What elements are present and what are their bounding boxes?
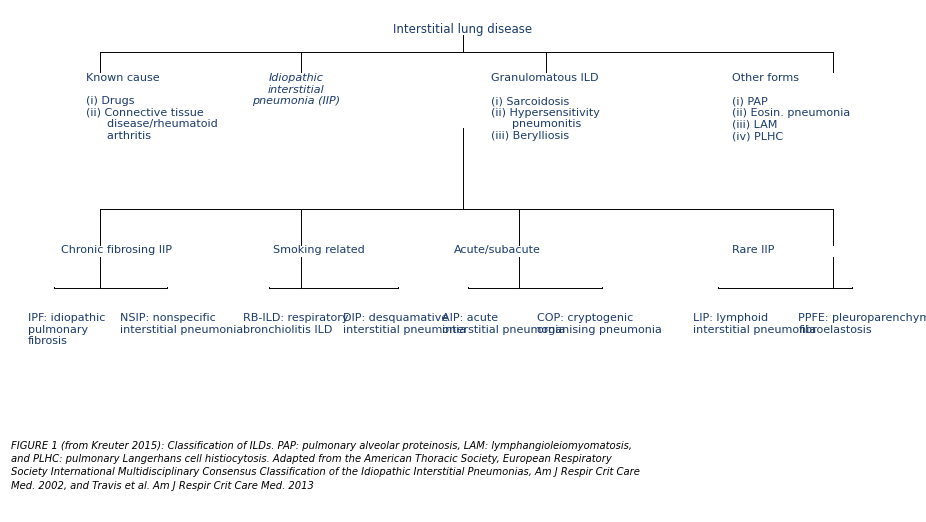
Text: Acute/subacute: Acute/subacute: [454, 245, 541, 255]
Text: Idiopathic
interstitial
pneumonia (IIP): Idiopathic interstitial pneumonia (IIP): [252, 73, 341, 106]
Text: DIP: desquamative
interstitial pneumonia: DIP: desquamative interstitial pneumonia: [343, 313, 466, 335]
Text: Chronic fibrosing IIP: Chronic fibrosing IIP: [61, 245, 172, 255]
Text: Granulomatous ILD

(i) Sarcoidosis
(ii) Hypersensitivity
      pneumonitis
(iii): Granulomatous ILD (i) Sarcoidosis (ii) H…: [491, 73, 600, 141]
Text: FIGURE 1 (from Kreuter 2015): Classification of ILDs. PAP: pulmonary alveolar pr: FIGURE 1 (from Kreuter 2015): Classifica…: [11, 441, 640, 491]
Text: Rare IIP: Rare IIP: [732, 245, 774, 255]
Text: COP: cryptogenic
organising pneumonia: COP: cryptogenic organising pneumonia: [537, 313, 662, 335]
Text: IPF: idiopathic
pulmonary
fibrosis: IPF: idiopathic pulmonary fibrosis: [28, 313, 106, 347]
Text: PPFE: pleuroparenchymal
fibroelastosis: PPFE: pleuroparenchymal fibroelastosis: [798, 313, 926, 335]
Text: AIP: acute
interstitial pneumonia: AIP: acute interstitial pneumonia: [442, 313, 565, 335]
Text: Other forms

(i) PAP
(ii) Eosin. pneumonia
(iii) LAM
(iv) PLHC: Other forms (i) PAP (ii) Eosin. pneumoni…: [732, 73, 850, 141]
Text: LIP: lymphoid
interstitial pneumonia: LIP: lymphoid interstitial pneumonia: [693, 313, 816, 335]
Text: NSIP: nonspecific
interstitial pneumonia: NSIP: nonspecific interstitial pneumonia: [120, 313, 244, 335]
Text: Interstitial lung disease: Interstitial lung disease: [394, 23, 532, 37]
Text: Smoking related: Smoking related: [273, 245, 365, 255]
Text: Known cause

(i) Drugs
(ii) Connective tissue
      disease/rheumatoid
      art: Known cause (i) Drugs (ii) Connective ti…: [86, 73, 218, 141]
Text: RB-ILD: respiratory
bronchiolitis ILD: RB-ILD: respiratory bronchiolitis ILD: [243, 313, 348, 335]
